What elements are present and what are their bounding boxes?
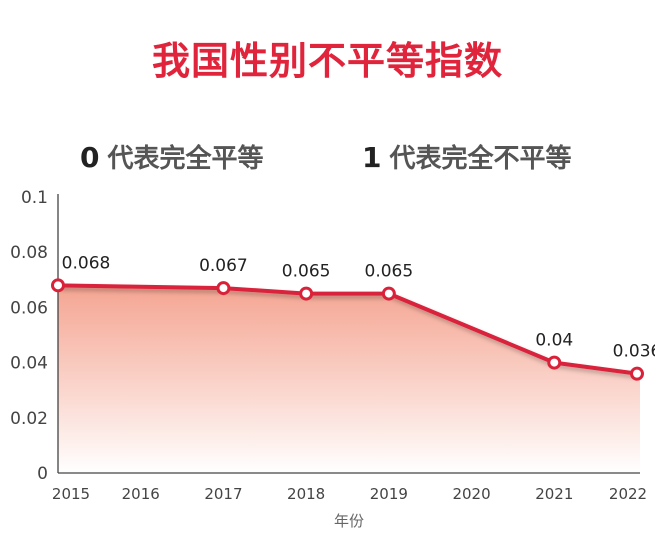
data-point xyxy=(299,286,314,301)
data-label: 0.036 xyxy=(613,342,655,362)
data-label: 0.067 xyxy=(199,256,248,276)
x-tick-label: 2021 xyxy=(535,485,573,503)
legend-equal-value: 0 xyxy=(80,141,100,174)
y-tick-label: 0.06 xyxy=(10,298,48,318)
data-label: 0.065 xyxy=(365,262,414,282)
chart-title: 我国性别不平等指数 xyxy=(151,39,503,83)
y-tick-label: 0.04 xyxy=(10,354,48,374)
x-axis-label: 年份 xyxy=(334,512,364,530)
data-label: 0.04 xyxy=(535,331,573,351)
data-point xyxy=(547,355,562,370)
x-tick-label: 2018 xyxy=(287,485,325,503)
data-point xyxy=(630,366,644,381)
legend-unequal-value: 1 xyxy=(362,141,382,174)
x-tick-label: 2015 xyxy=(52,485,90,503)
data-label: 0.065 xyxy=(282,262,331,282)
x-tick-label: 2017 xyxy=(204,485,242,503)
x-tick-label: 2022 xyxy=(609,485,647,503)
legend-unequal-text: 代表完全不平等 xyxy=(389,144,572,174)
data-label: 0.068 xyxy=(62,253,111,273)
y-tick-label: 0.1 xyxy=(21,188,48,208)
legend-equal: 0 代表完全平等 xyxy=(80,138,264,175)
legend-unequal: 1 代表完全不平等 xyxy=(362,138,572,175)
data-point xyxy=(216,281,231,296)
data-point xyxy=(51,278,65,293)
y-tick-label: 0 xyxy=(37,464,48,484)
data-point xyxy=(381,286,396,301)
series-line xyxy=(57,283,638,376)
x-tick-label: 2020 xyxy=(452,485,490,503)
legend-equal-text: 代表完全平等 xyxy=(107,144,264,174)
x-tick-label: 2016 xyxy=(122,485,160,503)
x-tick-label: 2019 xyxy=(370,485,408,503)
area-fill xyxy=(58,285,640,473)
y-tick-label: 0.08 xyxy=(10,243,48,263)
y-tick-label: 0.02 xyxy=(10,409,48,429)
